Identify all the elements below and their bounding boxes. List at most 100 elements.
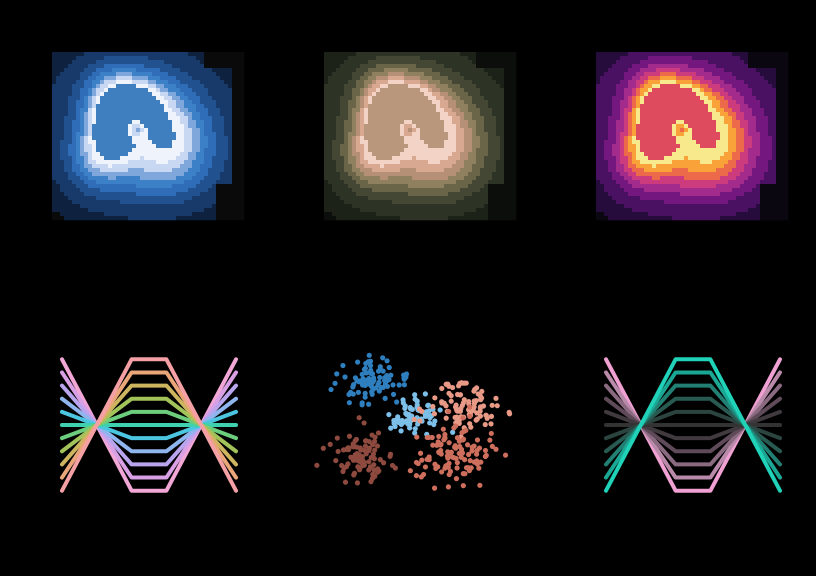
density-cell: [708, 68, 713, 73]
density-cell: [156, 164, 161, 169]
density-cell: [512, 176, 517, 181]
density-cell: [724, 84, 729, 89]
density-cell: [360, 184, 365, 189]
density-cell: [148, 108, 153, 113]
density-cell: [664, 72, 669, 77]
density-cell: [740, 116, 745, 121]
density-cell: [512, 164, 517, 169]
density-cell: [508, 60, 513, 65]
density-cell: [232, 152, 237, 157]
density-cell: [148, 204, 153, 209]
density-cell: [204, 216, 209, 221]
density-cell: [124, 156, 129, 161]
density-cell: [340, 148, 345, 153]
density-cell: [352, 112, 357, 117]
density-cell: [164, 72, 169, 77]
density-cell: [100, 196, 105, 201]
density-cell: [84, 88, 89, 93]
density-cell: [460, 64, 465, 69]
density-cell: [464, 104, 469, 109]
density-cell: [200, 88, 205, 93]
density-cell: [680, 88, 685, 93]
density-cell: [396, 72, 401, 77]
density-cell: [80, 96, 85, 101]
density-cell: [76, 212, 81, 217]
density-cell: [600, 100, 605, 105]
density-cell: [500, 52, 505, 57]
density-cell: [76, 96, 81, 101]
density-cell: [352, 124, 357, 129]
density-cell: [144, 176, 149, 181]
density-cell: [204, 88, 209, 93]
density-cell: [204, 136, 209, 141]
density-cell: [324, 64, 329, 69]
density-cell: [104, 156, 109, 161]
density-cell: [656, 124, 661, 129]
density-cell: [380, 204, 385, 209]
density-cell: [780, 88, 785, 93]
density-cell: [396, 168, 401, 173]
density-cell: [728, 120, 733, 125]
density-cell: [464, 140, 469, 145]
density-cell: [172, 176, 177, 181]
density-cell: [452, 108, 457, 113]
density-cell: [368, 168, 373, 173]
density-cell: [700, 88, 705, 93]
density-cell: [116, 172, 121, 177]
density-cell: [400, 128, 405, 133]
density-cell: [508, 72, 513, 77]
density-cell: [148, 76, 153, 81]
density-cell: [152, 160, 157, 165]
density-cell: [192, 144, 197, 149]
density-cell: [432, 92, 437, 97]
density-cell: [336, 68, 341, 73]
density-cell: [404, 168, 409, 173]
density-cell: [612, 92, 617, 97]
density-cell: [340, 156, 345, 161]
density-cell: [68, 192, 73, 197]
density-cell: [348, 208, 353, 213]
density-cell: [76, 116, 81, 121]
density-cell: [132, 148, 137, 153]
density-cell: [52, 104, 57, 109]
density-cell: [184, 168, 189, 173]
density-cell: [496, 188, 501, 193]
density-cell: [60, 76, 65, 81]
density-cell: [152, 172, 157, 177]
density-cell: [508, 128, 513, 133]
density-cell: [636, 76, 641, 81]
density-cell: [624, 112, 629, 117]
density-cell: [88, 196, 93, 201]
density-cell: [720, 116, 725, 121]
density-cell: [596, 52, 601, 57]
density-cell: [652, 56, 657, 61]
density-cell: [660, 128, 665, 133]
density-cell: [88, 188, 93, 193]
density-cell: [136, 172, 141, 177]
density-cell: [368, 188, 373, 193]
density-cell: [228, 80, 233, 85]
density-cell: [644, 56, 649, 61]
density-cell: [512, 52, 517, 57]
density-cell: [392, 80, 397, 85]
density-cell: [180, 112, 185, 117]
density-cell: [704, 76, 709, 81]
density-cell: [164, 96, 169, 101]
density-cell: [96, 144, 101, 149]
density-cell: [448, 160, 453, 165]
density-cell: [212, 84, 217, 89]
density-cell: [484, 208, 489, 213]
density-cell: [160, 204, 165, 209]
density-cell: [604, 132, 609, 137]
density-cell: [472, 160, 477, 165]
density-cell: [240, 216, 245, 221]
density-cell: [128, 60, 133, 65]
density-cell: [52, 152, 57, 157]
density-cell: [376, 84, 381, 89]
density-cell: [352, 188, 357, 193]
density-cell: [116, 56, 121, 61]
density-cell: [144, 128, 149, 133]
density-cell: [180, 212, 185, 217]
density-cell: [752, 72, 757, 77]
density-cell: [700, 76, 705, 81]
